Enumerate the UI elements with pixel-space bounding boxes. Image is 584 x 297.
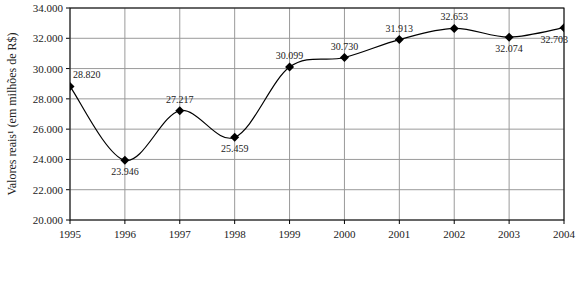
plot-frame [70,8,564,220]
x-grid-line [289,8,290,220]
x-tick-label: 2000 [333,228,356,240]
x-tick [179,220,180,224]
x-tick-label: 1995 [59,228,82,240]
y-tick-label: 22.000 [33,184,64,196]
grid [66,8,564,224]
y-grid-line [70,38,564,39]
marker [395,35,404,44]
data-label: 30.099 [276,50,304,61]
y-tick-label: 28.000 [33,93,64,105]
y-tick-label: 24.000 [33,153,64,165]
data-label: 27.217 [166,94,194,105]
x-tick [509,220,510,224]
y-tick-label: 34.000 [33,2,64,14]
data-label: 23.946 [111,166,139,177]
y-grid-line [70,68,564,69]
x-tick [124,220,125,224]
y-grid-line [70,189,564,190]
x-tick-label: 2001 [388,228,410,240]
y-tick [66,8,70,9]
x-tick [454,220,455,224]
data-label: 32.703 [541,34,569,45]
marker [560,23,565,32]
y-tick [66,159,70,160]
marker [505,33,514,42]
y-grid-line [70,159,564,160]
y-axis-label: Valores reais¹ (em milhões de R$) [5,32,19,195]
x-tick-label: 2004 [553,228,576,240]
x-tick-label: 1997 [169,228,192,240]
y-tick [66,189,70,190]
data-label: 31.913 [386,23,414,34]
chart-container: 20.000 22.000 24.000 26.000 28.000 30.000 32.0… [0,0,584,297]
y-tick [66,68,70,69]
marker [70,82,75,91]
x-tick [234,220,235,224]
marker [175,106,184,115]
x-tick [289,220,290,224]
x-tick-label: 1998 [224,228,247,240]
marker [340,53,349,62]
data-label: 32.653 [440,11,468,22]
x-tick [564,220,565,224]
y-tick-label: 26.000 [33,123,64,135]
x-tick-label: 1996 [114,228,137,240]
x-grid-line [234,8,235,220]
x-tick-label: 2003 [498,228,521,240]
marker [285,63,294,72]
x-tick [399,220,400,224]
series-group [70,23,564,165]
marker [120,156,129,165]
chart-svg: 20.000 22.000 24.000 26.000 28.000 30.000 32.0… [0,0,584,297]
x-tick [70,220,71,224]
x-tick-label: 2002 [443,228,465,240]
y-grid-line [70,98,564,99]
data-label: 30.730 [331,41,359,52]
marker [450,24,459,33]
marker [230,133,239,142]
data-label: 25.459 [221,143,249,154]
data-label: 32.074 [495,43,523,54]
data-label: 28.820 [73,69,101,80]
y-tick [66,220,70,221]
x-grid-line [124,8,125,220]
x-tick-label: 1999 [279,228,302,240]
x-grid-line [454,8,455,220]
y-tick-label: 30.000 [33,63,64,75]
y-tick [66,129,70,130]
y-tick-label: 20.000 [33,214,64,226]
y-tick-label: 32.000 [33,32,64,44]
y-grid-line [70,129,564,130]
x-tick [344,220,345,224]
series-line [70,28,564,161]
y-tick [66,98,70,99]
y-tick [66,38,70,39]
